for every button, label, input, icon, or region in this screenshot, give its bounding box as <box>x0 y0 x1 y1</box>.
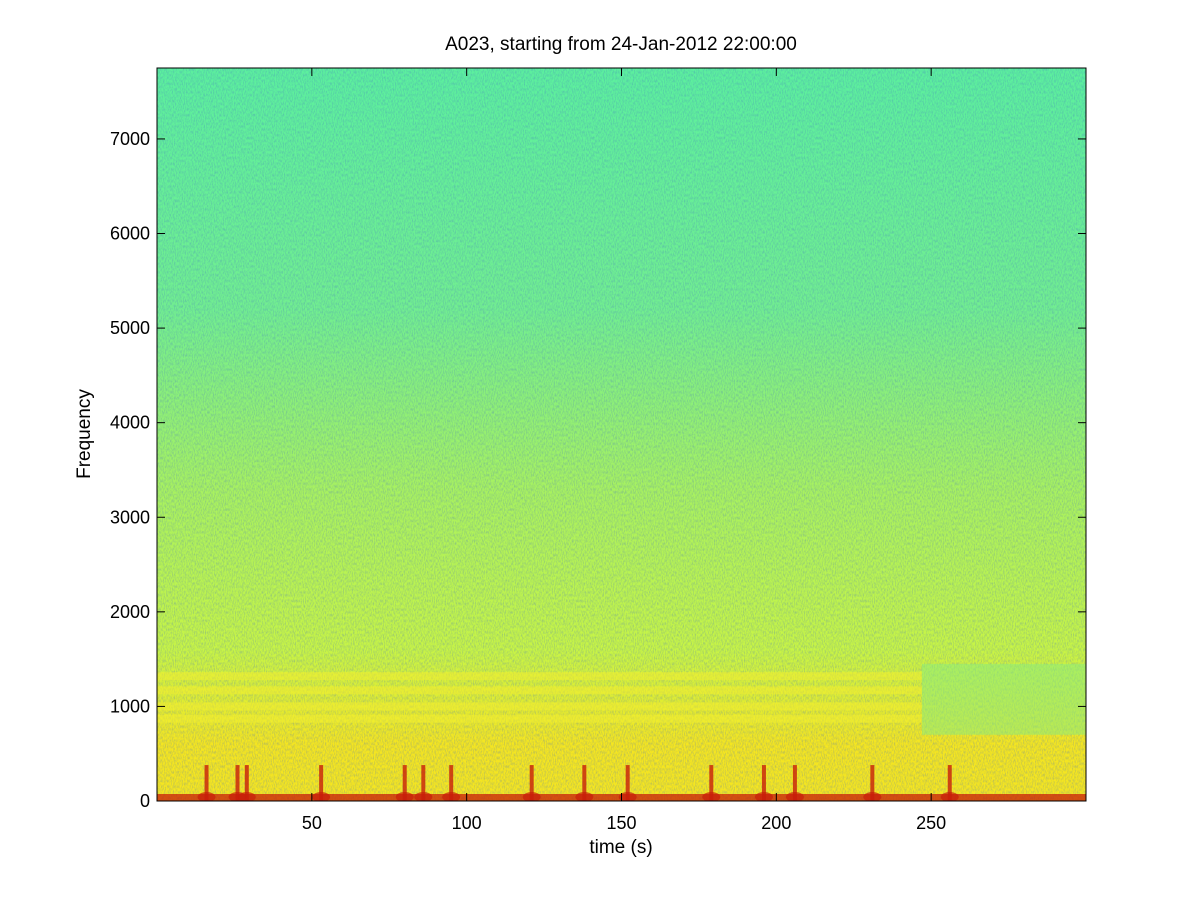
transient-7 <box>529 765 534 801</box>
y-tick-label: 5000 <box>110 318 150 338</box>
x-tick-label: 100 <box>452 813 482 833</box>
y-tick-label: 4000 <box>110 413 150 433</box>
x-axis: 50 100 150 200 250 <box>302 68 946 833</box>
y-tick-label: 1000 <box>110 696 150 716</box>
transient-11 <box>761 765 766 801</box>
y-tick-label: 3000 <box>110 507 150 527</box>
harmonic-band-3 <box>157 714 922 723</box>
chart-title: A023, starting from 24-Jan-2012 22:00:00 <box>445 34 797 55</box>
post-band-region <box>921 663 1086 735</box>
transient-8 <box>582 765 587 801</box>
y-axis-label: Frequency <box>74 389 95 479</box>
x-tick-label: 250 <box>916 813 946 833</box>
transient-14 <box>947 765 952 801</box>
plot-area <box>157 68 1086 801</box>
y-tick-label: 2000 <box>110 602 150 622</box>
harmonic-bands <box>157 663 1086 735</box>
transient-2 <box>244 765 249 801</box>
x-tick-label: 200 <box>761 813 791 833</box>
transient-4 <box>402 765 407 801</box>
y-tick-label: 6000 <box>110 224 150 244</box>
harmonic-band-2 <box>157 702 922 711</box>
y-tick-label: 7000 <box>110 129 150 149</box>
transient-0 <box>204 765 209 801</box>
harmonic-band-0 <box>157 672 922 681</box>
transient-3 <box>319 765 324 801</box>
transient-9 <box>625 765 630 801</box>
transient-12 <box>792 765 797 801</box>
transient-10 <box>709 765 714 801</box>
transient-1 <box>235 765 240 801</box>
transient-5 <box>421 765 426 801</box>
x-axis-label: time (s) <box>589 837 652 858</box>
transient-13 <box>870 765 875 801</box>
harmonic-band-1 <box>157 686 922 695</box>
x-tick-label: 150 <box>606 813 636 833</box>
y-tick-label: 0 <box>140 791 150 811</box>
y-axis: 0 1000 2000 3000 4000 5000 6000 7000 <box>110 129 1086 811</box>
transient-6 <box>449 765 454 801</box>
x-tick-label: 50 <box>302 813 322 833</box>
